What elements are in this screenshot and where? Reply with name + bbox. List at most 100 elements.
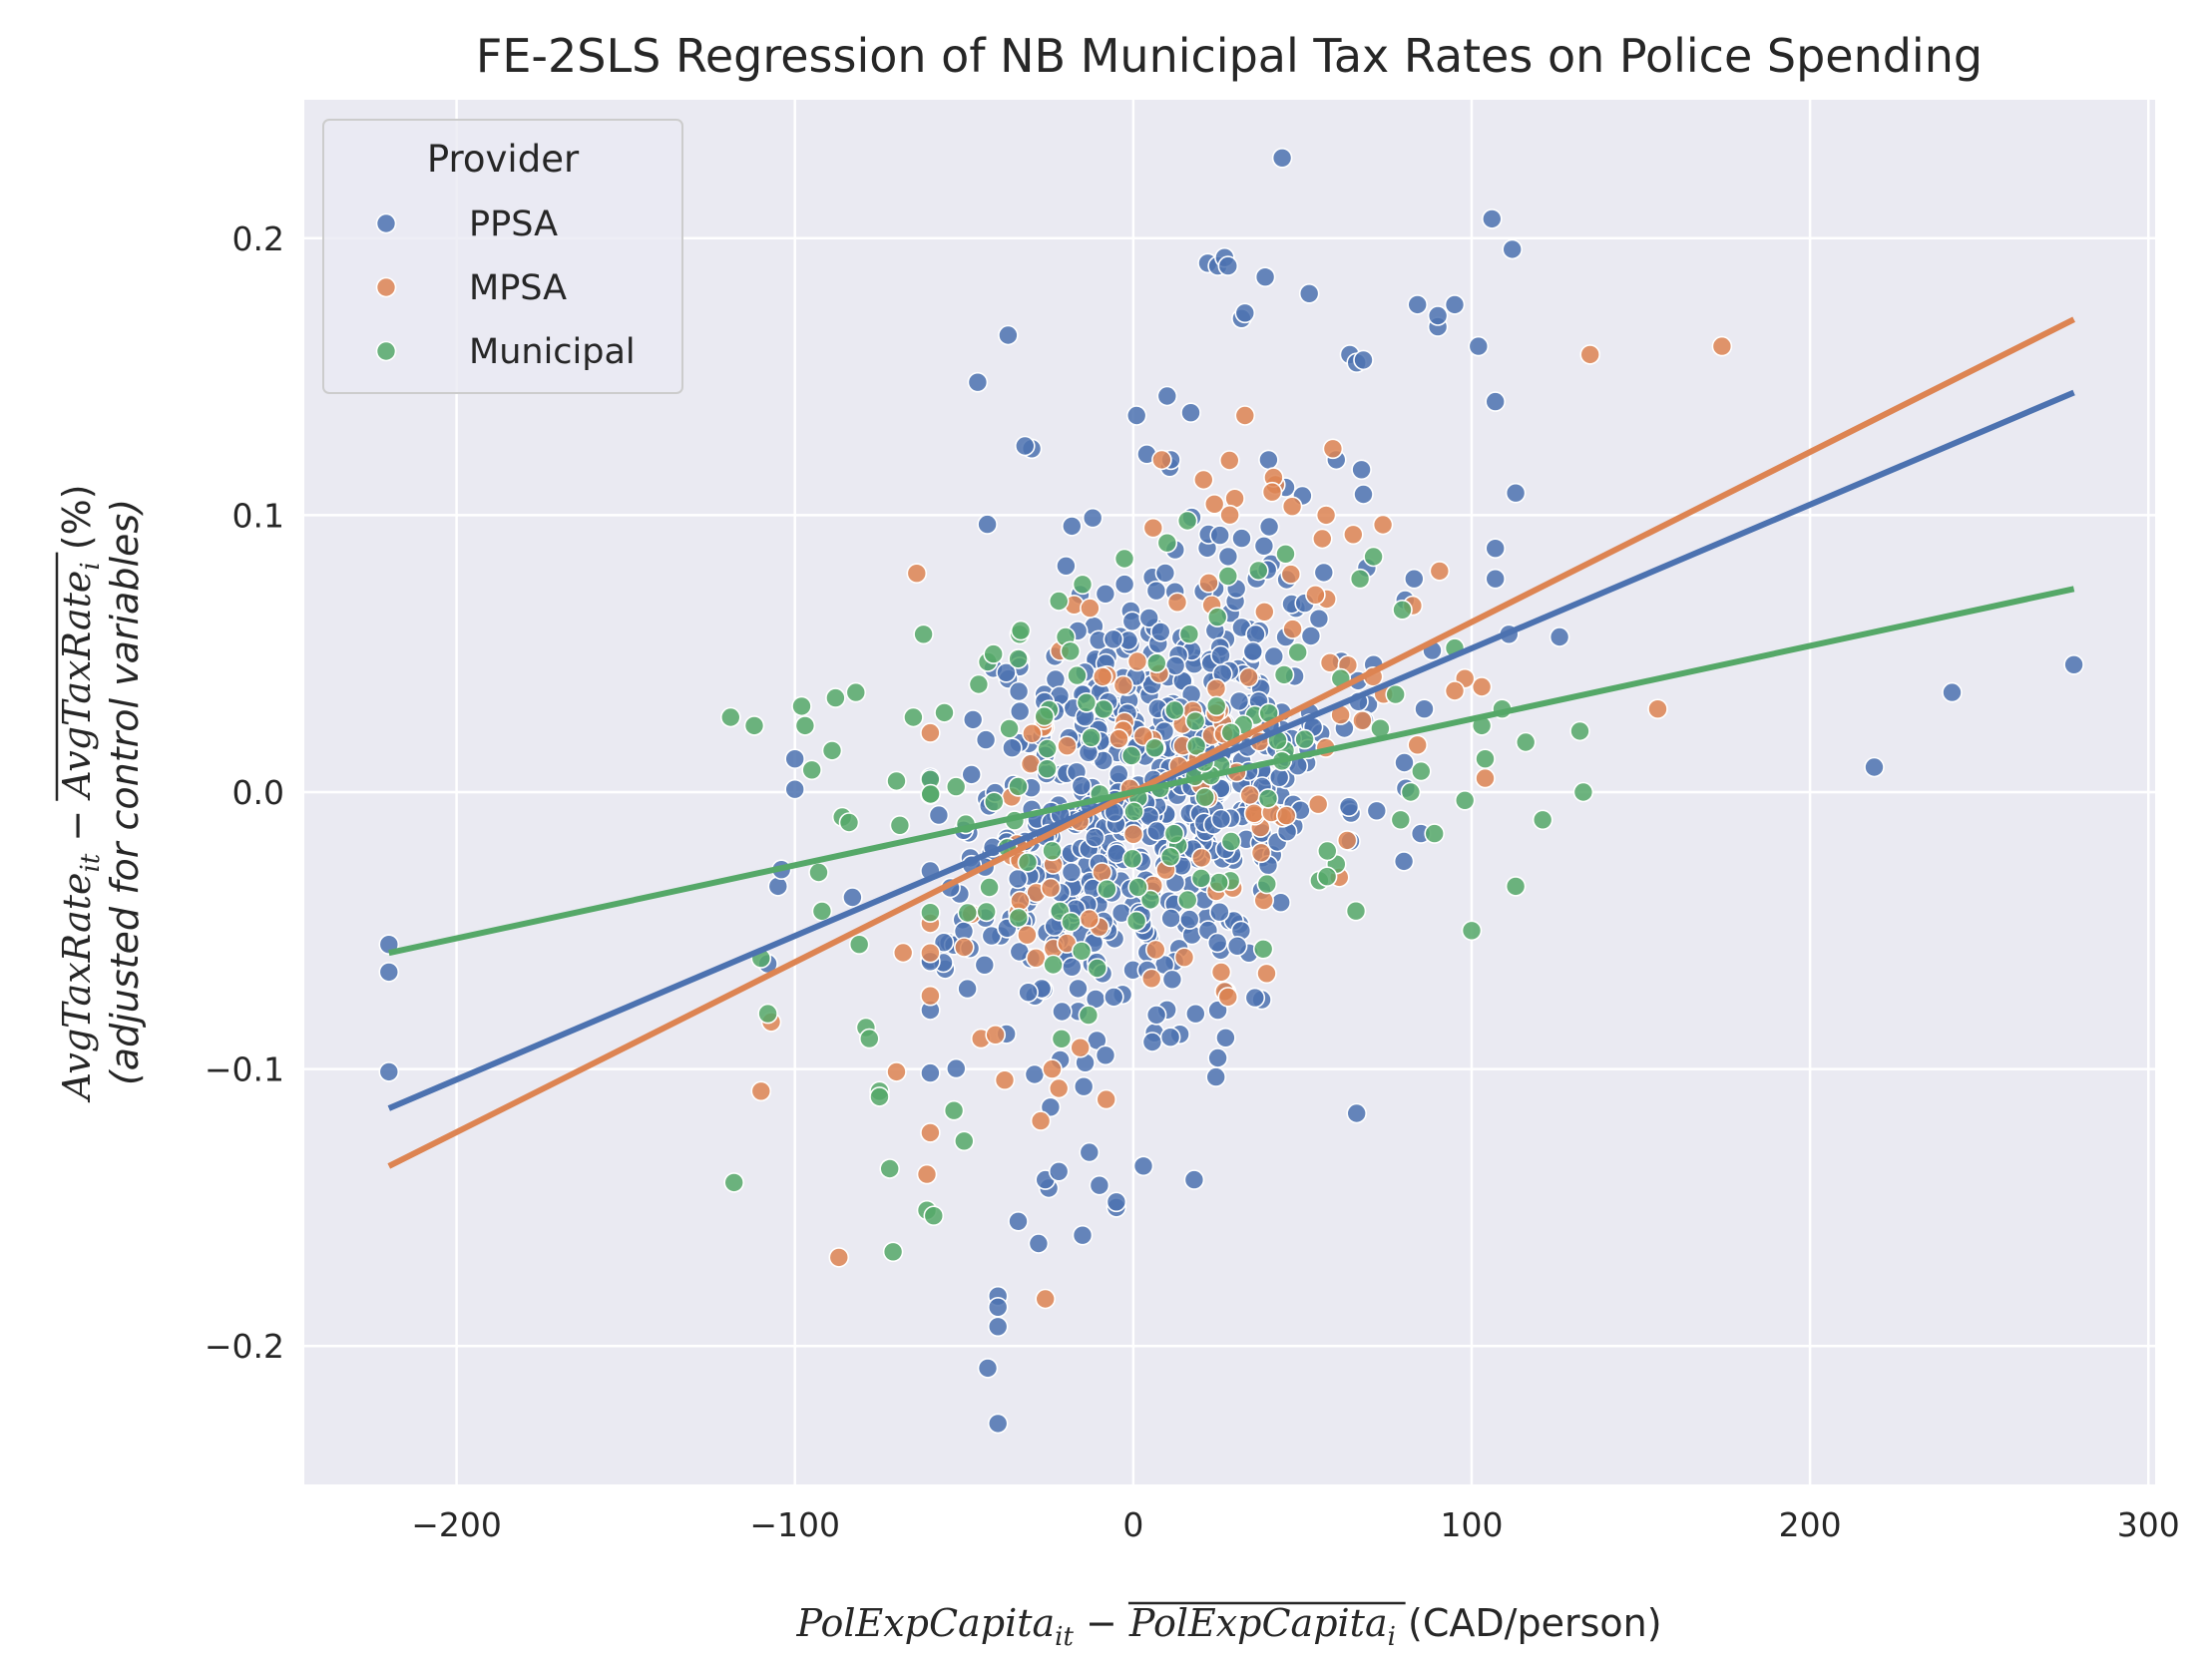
data-point bbox=[1349, 568, 1371, 590]
data-point bbox=[920, 1062, 941, 1083]
data-point bbox=[1048, 591, 1070, 612]
data-point bbox=[1532, 809, 1553, 831]
y-tick-label: 0.1 bbox=[232, 496, 284, 535]
data-point bbox=[943, 1099, 965, 1121]
data-point bbox=[1120, 745, 1142, 766]
data-point bbox=[1121, 848, 1143, 870]
regression-lines bbox=[387, 316, 2075, 1169]
data-point bbox=[1138, 608, 1159, 628]
data-point bbox=[1468, 335, 1490, 357]
series-mpsa-points bbox=[750, 335, 1733, 1310]
data-point bbox=[1009, 700, 1031, 722]
legend-box bbox=[322, 119, 683, 394]
data-point bbox=[767, 876, 789, 897]
data-point bbox=[1057, 735, 1078, 757]
data-point bbox=[1184, 710, 1206, 732]
data-point bbox=[825, 687, 846, 708]
data-point bbox=[1071, 941, 1093, 962]
data-point bbox=[1145, 1005, 1167, 1026]
data-point bbox=[1444, 680, 1466, 701]
data-point bbox=[1139, 889, 1161, 911]
data-point bbox=[784, 748, 806, 770]
data-point bbox=[1080, 598, 1101, 619]
data-point bbox=[1062, 516, 1083, 537]
data-point bbox=[1217, 566, 1239, 587]
data-point bbox=[828, 1247, 850, 1268]
data-point bbox=[903, 706, 924, 728]
data-point bbox=[1093, 698, 1114, 720]
data-point bbox=[1061, 861, 1083, 883]
data-point bbox=[1206, 932, 1228, 954]
data-point bbox=[1194, 786, 1215, 808]
data-point bbox=[1150, 622, 1171, 642]
data-point bbox=[1082, 507, 1104, 529]
data-point bbox=[1209, 901, 1230, 923]
data-point bbox=[1307, 793, 1329, 815]
data-point bbox=[1034, 705, 1055, 727]
data-point bbox=[1146, 652, 1167, 674]
data-point bbox=[1245, 624, 1266, 645]
legend-marker bbox=[375, 212, 397, 234]
data-point bbox=[957, 978, 978, 1000]
data-point bbox=[1185, 735, 1207, 757]
y-label-minus: − bbox=[55, 798, 99, 854]
data-point bbox=[1010, 890, 1031, 912]
data-point bbox=[957, 902, 979, 924]
data-point bbox=[1407, 294, 1428, 315]
x-tick-label: −100 bbox=[749, 1505, 840, 1544]
data-point bbox=[1145, 580, 1167, 602]
data-point bbox=[1141, 1032, 1163, 1052]
data-point bbox=[1579, 344, 1600, 365]
data-point bbox=[1353, 484, 1374, 505]
data-point bbox=[975, 729, 997, 750]
data-point bbox=[1217, 255, 1239, 276]
data-point bbox=[794, 715, 816, 736]
data-point bbox=[920, 783, 942, 805]
data-point bbox=[1234, 405, 1256, 426]
x-tick-label: 100 bbox=[1440, 1505, 1503, 1544]
data-point bbox=[979, 877, 1000, 898]
data-point bbox=[934, 702, 955, 723]
data-point bbox=[987, 1316, 1009, 1338]
data-point bbox=[1040, 877, 1062, 899]
data-point bbox=[1205, 695, 1227, 717]
data-point bbox=[1515, 731, 1537, 753]
y-label-units: (%) bbox=[55, 484, 99, 562]
data-point bbox=[1092, 666, 1113, 687]
data-point bbox=[879, 1158, 901, 1179]
data-point bbox=[1010, 620, 1032, 641]
data-point bbox=[842, 887, 863, 908]
y-axis-label: AvgTaxRateit − AvgTaxRatei (%) (adjusted… bbox=[55, 484, 147, 1102]
data-point bbox=[1146, 820, 1167, 842]
data-point bbox=[791, 695, 812, 717]
data-point bbox=[1144, 737, 1165, 759]
data-point bbox=[1352, 709, 1373, 731]
data-point bbox=[1275, 543, 1296, 565]
y-tick-label: −0.2 bbox=[205, 1327, 284, 1366]
data-point bbox=[1226, 935, 1248, 957]
data-point bbox=[1205, 677, 1227, 699]
data-point bbox=[821, 740, 843, 761]
data-point bbox=[1159, 1027, 1181, 1047]
data-point bbox=[945, 776, 967, 797]
data-point bbox=[1125, 405, 1147, 426]
data-point bbox=[1336, 830, 1358, 851]
data-point bbox=[1394, 752, 1415, 773]
data-point bbox=[953, 937, 975, 958]
data-point bbox=[882, 1241, 904, 1263]
data-point bbox=[1390, 809, 1412, 831]
data-point bbox=[1244, 987, 1266, 1009]
data-point bbox=[913, 624, 934, 645]
legend-label: PPSA bbox=[469, 205, 558, 244]
data-point bbox=[1429, 561, 1451, 582]
data-point bbox=[945, 1057, 967, 1079]
y-label-sub1: it bbox=[76, 853, 106, 872]
data-point bbox=[1163, 823, 1185, 845]
data-point bbox=[1400, 781, 1422, 803]
legend-marker bbox=[375, 276, 397, 298]
data-point bbox=[838, 812, 860, 833]
data-point bbox=[1113, 548, 1135, 570]
data-point bbox=[1346, 1102, 1367, 1124]
x-label-minus: − bbox=[1074, 1601, 1129, 1645]
data-point bbox=[1411, 760, 1432, 782]
